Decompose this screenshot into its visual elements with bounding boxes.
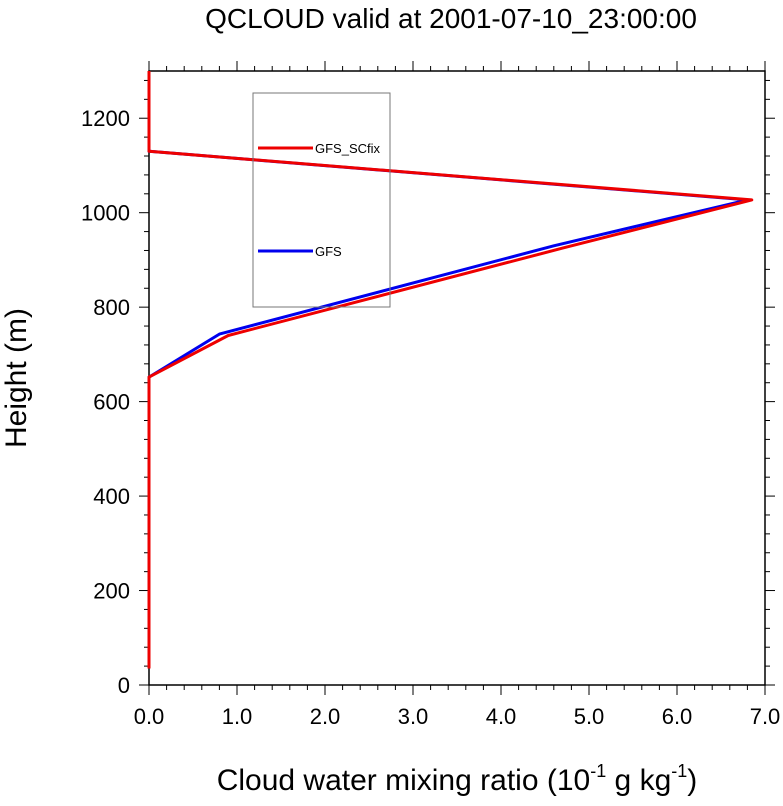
x-tick-label: 2.0	[310, 704, 341, 729]
plot-frame	[148, 70, 766, 686]
x-axis-label-exp1: -1	[590, 761, 606, 781]
y-tick-label: 400	[93, 484, 130, 509]
x-axis-label-exp2: -1	[671, 761, 687, 781]
y-tick-label: 200	[93, 579, 130, 604]
x-axis-label-end: )	[687, 764, 697, 797]
x-axis-label-base: Cloud water mixing ratio (10	[217, 764, 591, 797]
x-tick-label: 1.0	[222, 704, 253, 729]
y-tick-label: 0	[118, 673, 130, 698]
y-tick-label: 1000	[81, 201, 130, 226]
y-tick-labels: 0 200 400 600 800 1000 1200	[81, 106, 130, 698]
x-minor-ticks	[166, 66, 748, 690]
x-tick-label: 6.0	[662, 704, 693, 729]
y-tick-label: 1200	[81, 106, 130, 131]
y-minor-ticks	[144, 79, 770, 667]
legend-label-gfs-scfix: GFS_SCfix	[315, 141, 381, 156]
x-tick-label: 5.0	[574, 704, 605, 729]
x-tick-labels: 0.0 1.0 2.0 3.0 4.0 5.0 6.0 7.0	[134, 704, 781, 729]
y-axis-label: Height (m)	[0, 308, 33, 448]
x-major-ticks	[148, 61, 766, 695]
y-major-ticks	[139, 117, 775, 686]
legend: GFS_SCfix GFS	[252, 92, 391, 308]
legend-box	[252, 92, 391, 308]
x-axis-label-mid: g kg	[606, 764, 671, 797]
series-line-gfs-scfix	[147, 71, 754, 669]
legend-label-gfs: GFS	[315, 244, 342, 259]
y-tick-label: 600	[93, 390, 130, 415]
x-tick-label: 0.0	[134, 704, 165, 729]
x-tick-label: 7.0	[750, 704, 781, 729]
x-tick-label: 4.0	[486, 704, 517, 729]
series-line-gfs	[147, 71, 749, 669]
x-tick-label: 3.0	[398, 704, 429, 729]
chart-title: QCLOUD valid at 2001-07-10_23:00:00	[205, 3, 697, 34]
x-axis-label: Cloud water mixing ratio (10-1 g kg-1)	[217, 761, 698, 797]
series-layer	[147, 71, 754, 669]
y-tick-label: 800	[93, 295, 130, 320]
